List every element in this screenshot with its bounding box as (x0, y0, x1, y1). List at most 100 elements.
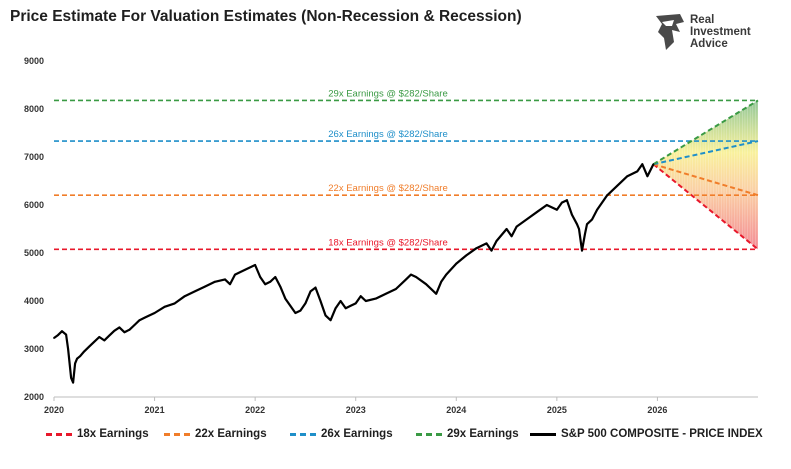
series-point (334, 307, 337, 310)
projection-ray-18x-earnings (652, 163, 759, 251)
y-tick-label: 7000 (24, 152, 44, 162)
series-point (571, 213, 573, 216)
series-point (445, 273, 448, 276)
series-point (626, 175, 629, 178)
legend-swatch (416, 432, 442, 436)
y-tick-label: 5000 (24, 248, 44, 258)
legend-label: S&P 500 COMPOSITE - PRICE INDEX (561, 428, 763, 440)
series-line-sp500 (53, 163, 655, 384)
series-point (57, 334, 59, 336)
y-tick-label: 6000 (24, 200, 44, 210)
series-point (79, 355, 82, 358)
level-annotation: 26x Earnings @ $282/Share (328, 129, 448, 140)
series-point (93, 340, 96, 343)
legend-swatch (290, 432, 316, 436)
series-point (163, 305, 166, 308)
series-point (67, 348, 69, 350)
series-point (405, 278, 407, 281)
series-point (234, 273, 236, 276)
x-tick-label: 2021 (145, 405, 165, 415)
series-point (269, 280, 272, 283)
x-tick-label: 2026 (647, 405, 667, 415)
eagle-logo-icon (656, 14, 684, 50)
x-tick-label: 2020 (44, 405, 64, 415)
series-point (294, 312, 297, 314)
series-point (354, 302, 357, 305)
series-point (584, 232, 586, 235)
chart-title: Price Estimate For Valuation Estimates (… (10, 8, 522, 25)
series-point (284, 297, 287, 300)
series-point (214, 280, 216, 283)
level-annotation: 18x Earnings @ $282/Share (328, 237, 448, 248)
x-tick-label: 2022 (245, 405, 265, 415)
series-point (636, 170, 639, 173)
series-point (490, 249, 493, 252)
series-point (289, 304, 292, 307)
projection-ray-29x-earnings (652, 99, 759, 166)
series-point (143, 316, 146, 319)
legend-item: 29x Earnings (416, 428, 519, 440)
series-point (440, 280, 443, 283)
series-point (133, 324, 136, 326)
series-point (299, 309, 302, 312)
series-point (74, 362, 77, 365)
series-point (425, 283, 428, 286)
series-point (61, 330, 63, 333)
series-point (596, 208, 598, 211)
series-point (560, 201, 563, 204)
series-point (495, 240, 498, 242)
series-point (545, 204, 548, 206)
series-point (72, 381, 75, 384)
series-point (123, 331, 126, 334)
series-point (410, 273, 412, 276)
real-investment-advice-logo: Real Investment Advice (654, 12, 774, 54)
legend-item: 18x Earnings (46, 428, 149, 440)
series-point (646, 175, 649, 178)
series-point (555, 208, 558, 211)
y-tick-label: 2000 (24, 392, 44, 402)
x-tick-label: 2024 (446, 405, 466, 415)
series-point (384, 292, 387, 295)
chart-legend: 18x Earnings 22x Earnings 26x Earnings 29x … (0, 428, 791, 444)
legend-label: 22x Earnings (195, 428, 267, 440)
series-point (475, 247, 478, 250)
series-point (83, 350, 86, 353)
series-point (652, 163, 655, 166)
series-point (606, 194, 609, 197)
series-point (183, 295, 186, 298)
legend-item: S&P 500 COMPOSITE - PRICE INDEX (530, 428, 763, 440)
series-point (138, 319, 141, 322)
series-point (274, 276, 277, 278)
series-point (374, 297, 377, 300)
legend-swatch (46, 432, 72, 436)
x-tick-label: 2025 (547, 405, 567, 415)
series-point (576, 223, 578, 226)
series-point (203, 285, 206, 288)
legend-item: 26x Earnings (290, 428, 393, 440)
series-point (586, 223, 588, 226)
series-point (329, 319, 332, 322)
legend-item: 22x Earnings (164, 428, 267, 440)
y-tick-label: 4000 (24, 296, 44, 306)
projection-ray-22x-earnings (653, 163, 759, 197)
series-point (465, 254, 468, 257)
series-point (173, 302, 176, 305)
series-point (88, 345, 91, 348)
legend-label: 18x Earnings (77, 428, 149, 440)
series-point (309, 290, 312, 293)
series-point (224, 278, 226, 281)
series-point (70, 376, 72, 379)
series-point (259, 276, 262, 278)
series-point (108, 334, 111, 337)
series-point (510, 235, 513, 238)
series-point (264, 283, 267, 286)
series-point (118, 326, 121, 329)
logo-wordmark: Real Investment Advice (690, 14, 751, 50)
series-point (304, 302, 307, 305)
legend-label: 29x Earnings (447, 428, 519, 440)
series-point (65, 333, 67, 336)
legend-label: 26x Earnings (321, 428, 393, 440)
series-point (535, 211, 538, 214)
level-annotation: 29x Earnings @ $282/Share (328, 88, 448, 99)
